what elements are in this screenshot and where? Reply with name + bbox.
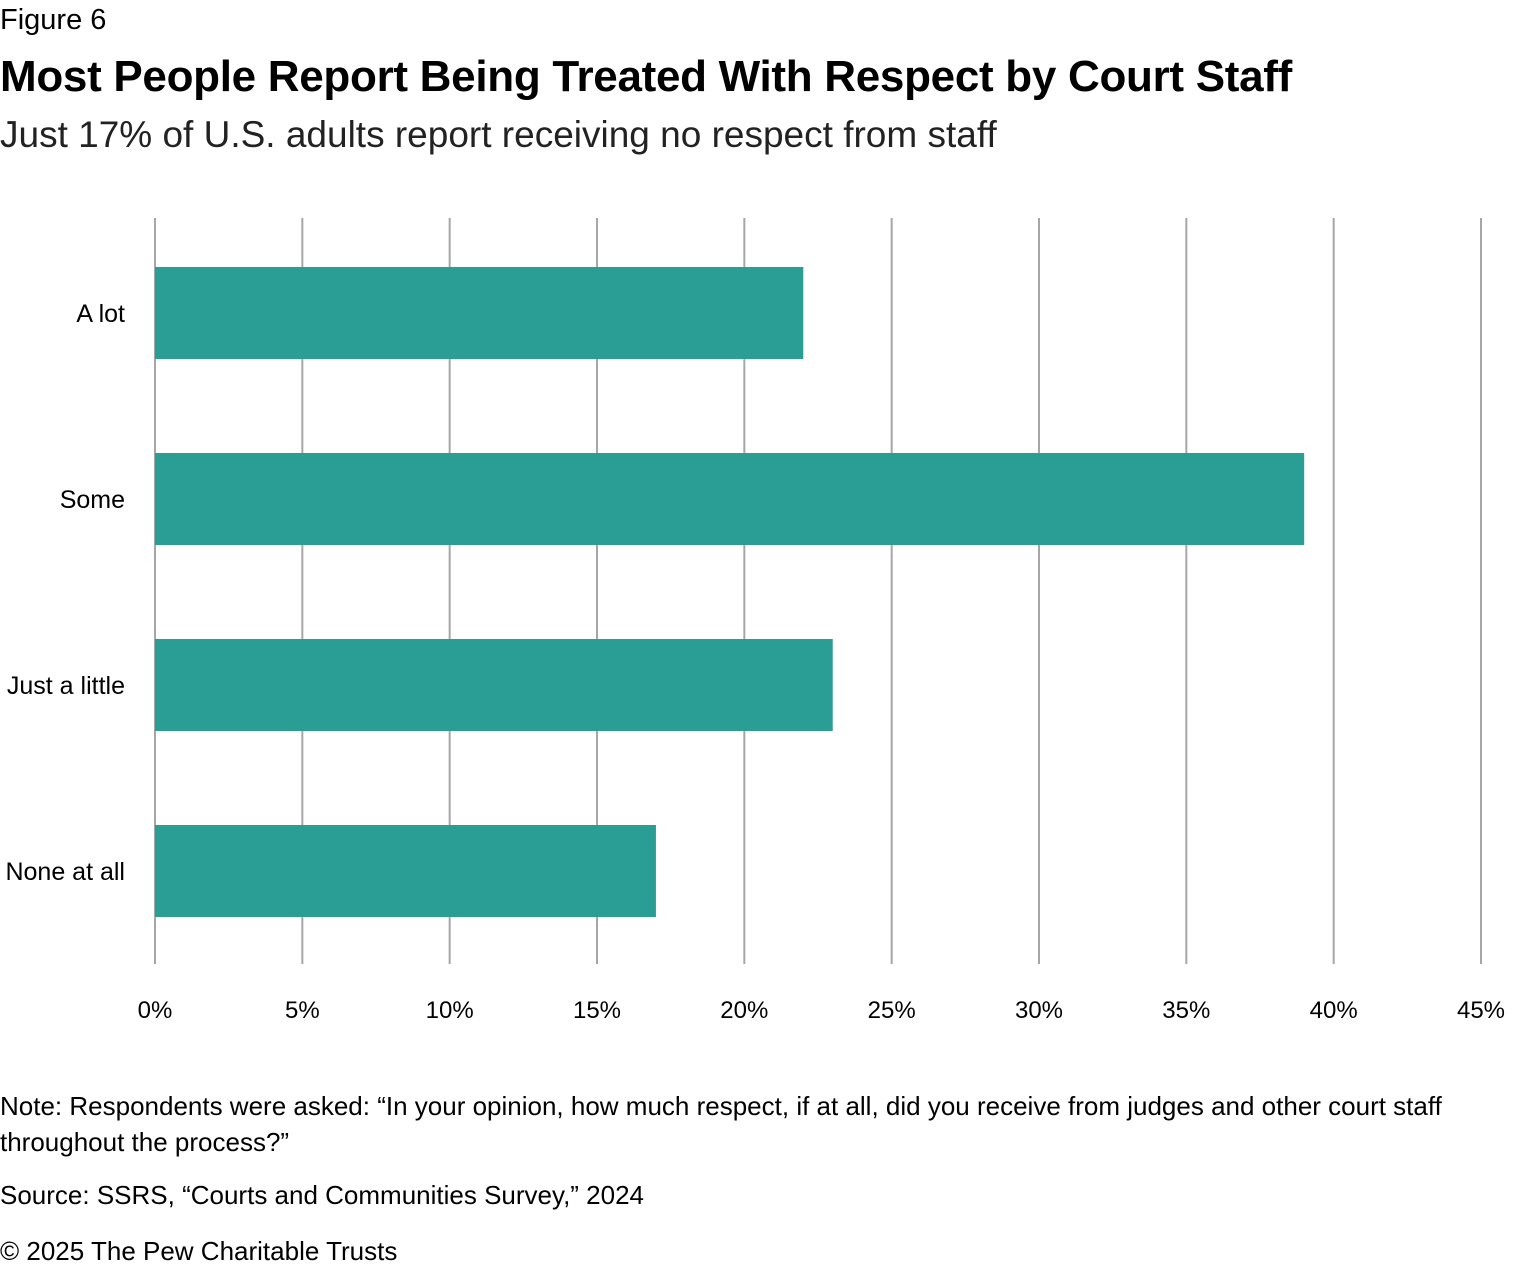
bar [155,639,833,731]
bar [155,267,804,359]
chart-subtitle: Just 17% of U.S. adults report receiving… [0,114,997,155]
bar-chart: A lot Some Just a little None at all 0% 5% 10… [5,218,1505,1024]
x-axis-tick-labels: 0% 5% 10% 15% 20% 25% 30% 35% 40% 45% [138,997,1505,1024]
figure-label: Figure 6 [0,4,107,36]
bar [155,825,656,917]
category-labels: A lot Some Just a little None at all [5,300,125,886]
chart-title: Most People Report Being Treated With Re… [0,52,1292,101]
category-label: Just a little [7,672,125,700]
bars [155,267,1305,917]
chart-note: Note: Respondents were asked: “In your o… [0,1091,1442,1157]
category-label: None at all [5,858,125,886]
chart-source: Source: SSRS, “Courts and Communities Su… [0,1180,645,1210]
x-tick-label: 5% [285,997,320,1024]
x-tick-label: 15% [573,997,621,1024]
x-tick-label: 20% [720,997,768,1024]
x-tick-label: 35% [1162,997,1210,1024]
x-tick-label: 0% [138,997,173,1024]
bar [155,453,1305,545]
x-tick-label: 10% [426,997,474,1024]
category-label: Some [60,486,125,514]
x-tick-label: 40% [1310,997,1358,1024]
copyright: © 2025 The Pew Charitable Trusts [0,1236,398,1266]
x-tick-label: 25% [868,997,916,1024]
x-tick-label: 30% [1015,997,1063,1024]
category-label: A lot [76,300,125,328]
x-tick-label: 45% [1457,997,1505,1024]
